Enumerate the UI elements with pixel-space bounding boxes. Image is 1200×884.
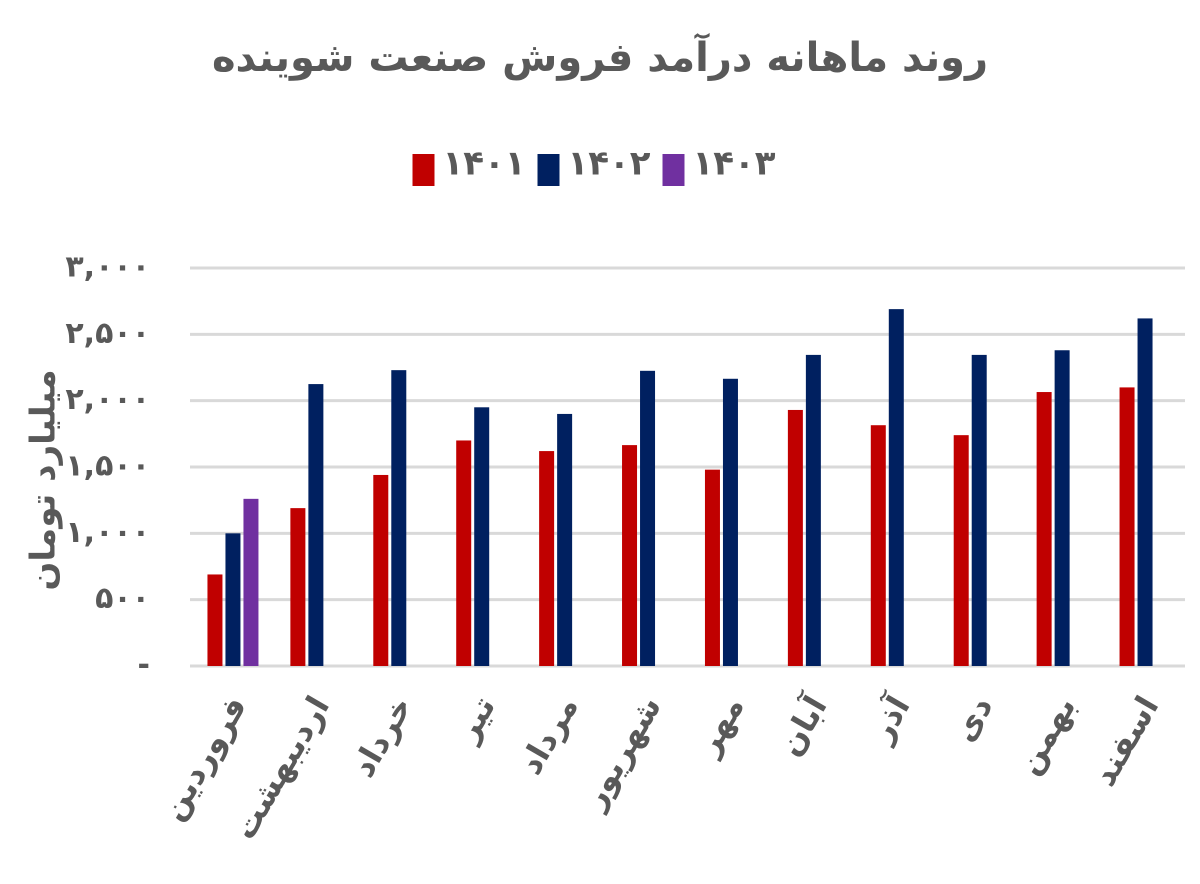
bar	[474, 407, 490, 666]
legend-label: ۱۴۰۲	[568, 144, 651, 184]
bar	[953, 435, 969, 666]
bar	[722, 378, 738, 666]
bar	[870, 425, 886, 666]
y-tick-label: ۲,۰۰۰	[65, 382, 150, 417]
bar	[308, 384, 324, 666]
bar	[1137, 318, 1153, 666]
bar	[640, 370, 656, 666]
bar	[888, 309, 904, 666]
legend-swatch	[412, 154, 435, 186]
legend-swatch	[662, 154, 685, 186]
x-tick-label: اسفند	[1085, 690, 1166, 793]
x-tick-label: بهمن	[1009, 690, 1084, 781]
bar	[557, 413, 573, 666]
y-axis-label: میلیارد تومان	[24, 369, 64, 590]
x-tick-label: خرداد	[344, 690, 420, 784]
bar	[225, 533, 241, 666]
x-tick-label: شهریور	[573, 690, 668, 817]
x-tick-label: مرداد	[511, 690, 586, 781]
bar	[1054, 350, 1070, 666]
bar	[539, 451, 555, 666]
bar	[805, 354, 821, 666]
x-tick-label: مهر	[687, 690, 751, 763]
y-tick-label: -	[138, 648, 150, 683]
y-tick-label: ۱,۰۰۰	[65, 515, 150, 550]
bar	[243, 498, 259, 666]
x-tick-label: آذر	[860, 688, 918, 750]
bar	[1036, 392, 1052, 666]
y-tick-label: ۵۰۰	[95, 581, 150, 616]
bar	[622, 445, 638, 666]
y-tick-label: ۳,۰۰۰	[65, 250, 150, 285]
y-tick-label: ۲,۵۰۰	[65, 316, 150, 351]
bar	[971, 354, 987, 666]
x-tick-label: دی	[945, 690, 1001, 749]
legend-label: ۱۴۰۳	[693, 144, 776, 184]
x-tick-label: تیر	[447, 690, 503, 750]
bar	[787, 409, 803, 666]
bar	[456, 440, 472, 666]
bar	[704, 469, 720, 666]
legend-swatch	[537, 154, 560, 186]
y-tick-label: ۱,۵۰۰	[65, 449, 150, 484]
legend-label: ۱۴۰۱	[443, 144, 526, 184]
bar	[1119, 387, 1135, 666]
x-tick-label: آبان	[770, 688, 835, 762]
bar	[207, 574, 223, 666]
chart-title: روند ماهانه درآمد فروش صنعت شوینده	[212, 32, 988, 81]
bar	[391, 370, 407, 666]
bar	[290, 508, 306, 666]
bar	[373, 474, 389, 666]
